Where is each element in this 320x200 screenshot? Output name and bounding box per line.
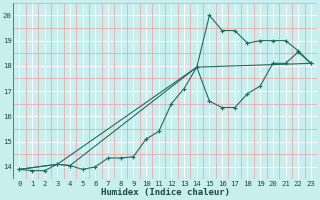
X-axis label: Humidex (Indice chaleur): Humidex (Indice chaleur) <box>100 188 229 197</box>
